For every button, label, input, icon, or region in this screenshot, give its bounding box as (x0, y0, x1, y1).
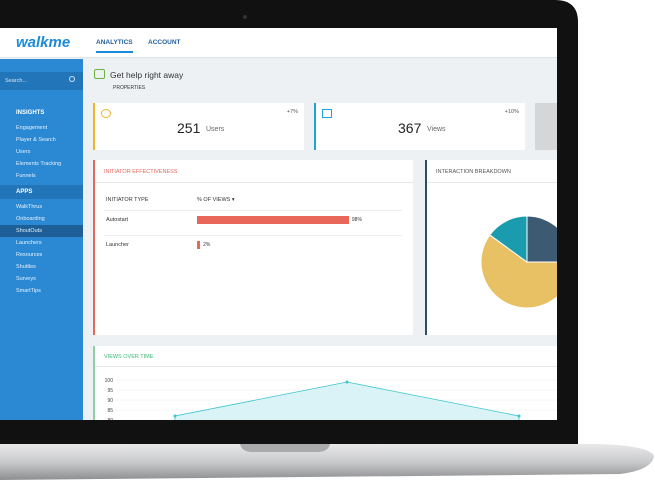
stat-change: +10% (504, 109, 519, 115)
stat-change: +7% (286, 109, 298, 115)
views-chart: 100 95 90 85 80 (105, 378, 557, 420)
header (0, 28, 557, 58)
section-header: APPS (0, 185, 83, 199)
nav-item[interactable]: Shuttles (16, 264, 36, 270)
divider (95, 182, 413, 183)
nav-item[interactable]: Player & Search (16, 137, 56, 143)
search[interactable]: Search... (0, 72, 83, 90)
nav-tab[interactable]: ANALYTICS (96, 39, 133, 53)
nav-item[interactable]: Users (16, 149, 31, 155)
point (517, 414, 521, 418)
pie-slice (526, 215, 557, 263)
row-label: Launcher (106, 242, 129, 248)
pie-slice (489, 215, 528, 263)
nav-item[interactable]: Onboarding (16, 216, 45, 222)
nav-item[interactable]: Engagement (16, 125, 48, 131)
bar-label: 98% (351, 217, 362, 223)
help-title: Get help right away (110, 70, 184, 80)
nav-item[interactable]: SmartTips (16, 288, 41, 294)
nav-item[interactable]: Surveys (16, 276, 36, 282)
nav-item[interactable]: Elements Tracking (16, 161, 62, 167)
section-header: INSIGHTS (16, 110, 45, 116)
stat-value: 251 (177, 120, 201, 136)
nav-item[interactable]: Funnels (16, 173, 36, 179)
nav-item[interactable]: ShoutOuts (0, 225, 83, 237)
divider (95, 366, 557, 367)
views-card: VIEWS OVER TIME 100 95 90 85 80 (93, 346, 557, 420)
stat-label: Users (206, 126, 225, 133)
card-title: INTERACTION BREAKDOWN (436, 169, 511, 175)
card-title: INITIATOR EFFECTIVENESS (104, 169, 178, 175)
stat-icon (322, 109, 332, 118)
point (345, 380, 349, 384)
stat-card-partial (535, 103, 557, 150)
logo: walkme (16, 34, 71, 51)
nav-item[interactable]: WalkThrus (16, 204, 43, 210)
point (173, 414, 177, 418)
sidebar: Search... INSIGHTS Engagement Player & Sear… (0, 59, 83, 420)
bar (197, 241, 201, 249)
area (174, 381, 520, 420)
stat-label: Views (427, 126, 446, 133)
stat-card: +7% 251 Users (93, 103, 304, 150)
row-divider (104, 210, 402, 211)
bar-label: 2% (203, 242, 211, 248)
row-divider (104, 235, 402, 236)
nav-item[interactable]: Launchers (16, 240, 42, 246)
nav-item[interactable]: Resources (16, 252, 43, 258)
megaphone (94, 69, 105, 79)
nav-tab[interactable]: ACCOUNT (148, 39, 181, 46)
initiator-card: INITIATOR EFFECTIVENESS INITIATOR TYPE % O… (93, 160, 413, 335)
bar (197, 216, 349, 224)
stat-value: 367 (398, 120, 422, 136)
help-link[interactable]: PROPERTIES (113, 85, 146, 91)
y-tick-label: 95 (107, 388, 113, 394)
y-tick-label: 90 (107, 398, 113, 404)
y-tick-label: 80 (107, 418, 113, 420)
row-label: Autostart (106, 217, 129, 223)
pie-slice (480, 234, 557, 309)
interaction-card: INTERACTION BREAKDOWN (425, 160, 557, 335)
stat-card: +10% 367 Views (314, 103, 525, 150)
y-tick-label: 100 (105, 378, 114, 384)
card-title: VIEWS OVER TIME (104, 354, 154, 360)
screen: walkme ANALYTICS ACCOUNT Search... INSIGHTS E… (0, 28, 557, 420)
pie (480, 215, 557, 309)
y-tick-label: 85 (107, 408, 113, 414)
column-header[interactable]: % OF VIEWS ▾ (197, 197, 235, 203)
search-icon (69, 76, 75, 82)
stat-icon (101, 109, 111, 118)
column-header: INITIATOR TYPE (106, 197, 149, 203)
divider (427, 182, 557, 183)
